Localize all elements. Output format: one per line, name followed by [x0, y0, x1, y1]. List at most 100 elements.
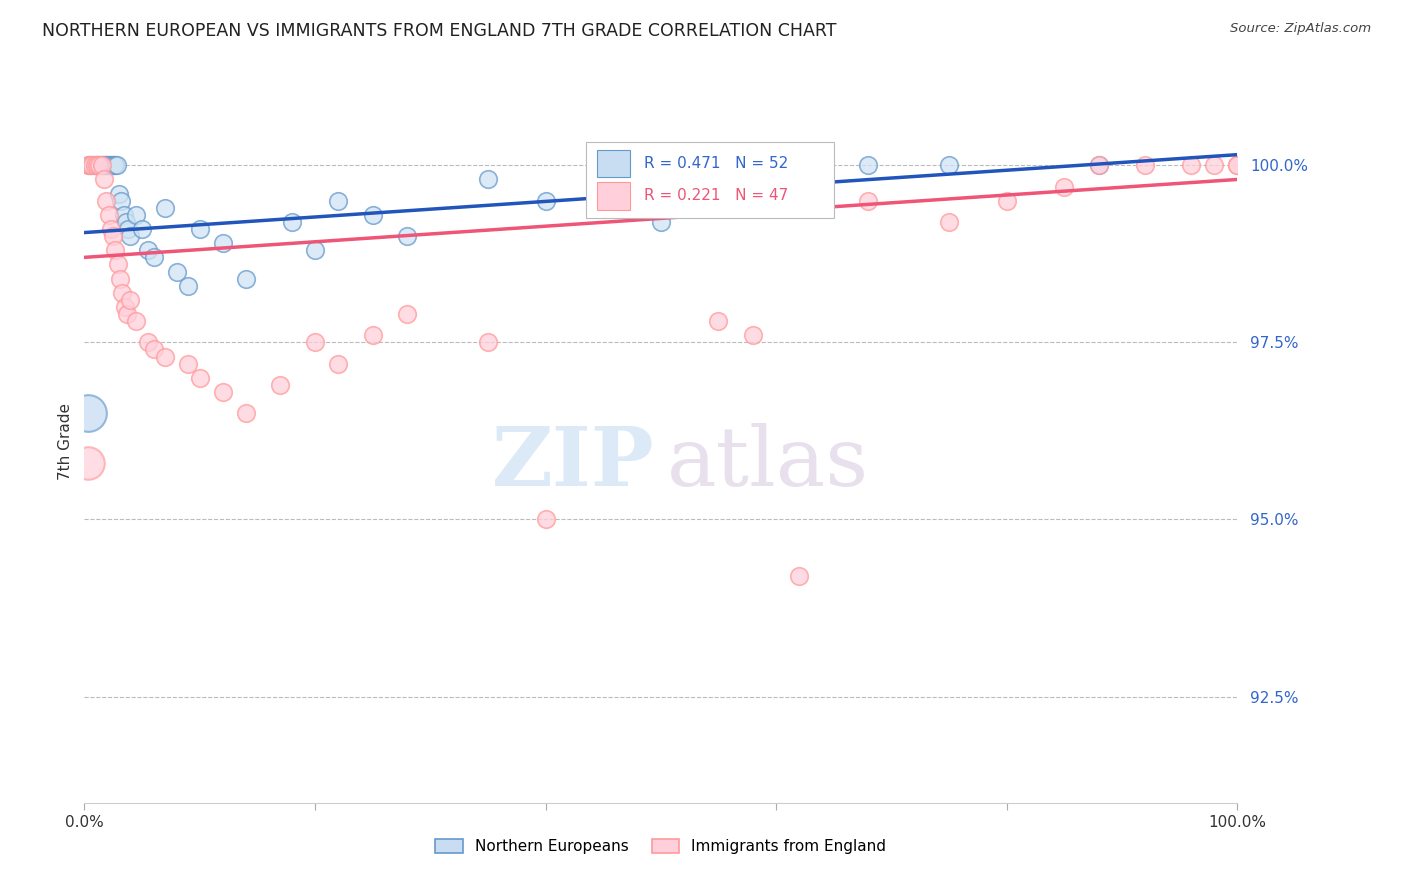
Point: [98, 158, 121, 172]
Point: [938, 158, 960, 172]
Point: [211, 236, 233, 251]
Text: R = 0.221   N = 47: R = 0.221 N = 47: [644, 188, 787, 203]
Text: Source: ZipAtlas.com: Source: ZipAtlas.com: [1230, 22, 1371, 36]
Point: [1088, 158, 1111, 172]
Point: [82, 158, 104, 172]
Point: [188, 371, 211, 385]
Legend: Northern Europeans, Immigrants from England: Northern Europeans, Immigrants from Engl…: [429, 833, 893, 860]
Point: [76, 158, 98, 172]
Point: [235, 406, 257, 420]
Point: [235, 271, 257, 285]
Point: [93, 158, 115, 172]
Point: [304, 335, 326, 350]
Point: [1204, 158, 1226, 172]
Point: [93, 172, 115, 186]
Point: [96, 194, 118, 208]
Point: [1053, 179, 1076, 194]
Point: [742, 328, 765, 343]
Point: [107, 257, 129, 271]
Point: [142, 343, 165, 357]
Point: [120, 229, 142, 244]
Point: [281, 215, 304, 229]
Point: [91, 158, 114, 172]
Point: [304, 244, 326, 258]
Point: [188, 222, 211, 236]
Point: [858, 158, 880, 172]
Point: [166, 264, 188, 278]
Point: [103, 229, 124, 244]
Point: [787, 158, 810, 172]
Point: [1088, 158, 1111, 172]
Point: [153, 201, 176, 215]
Point: [177, 278, 200, 293]
Point: [534, 194, 557, 208]
Point: [326, 357, 349, 371]
Point: [83, 158, 105, 172]
Point: [112, 208, 135, 222]
Point: [142, 251, 165, 265]
Point: [1180, 158, 1202, 172]
FancyBboxPatch shape: [586, 142, 834, 218]
Point: [1226, 158, 1249, 172]
Point: [97, 208, 120, 222]
Point: [120, 293, 142, 307]
Text: NORTHERN EUROPEAN VS IMMIGRANTS FROM ENGLAND 7TH GRADE CORRELATION CHART: NORTHERN EUROPEAN VS IMMIGRANTS FROM ENG…: [42, 22, 837, 40]
Point: [104, 244, 127, 258]
Point: [361, 208, 384, 222]
Point: [77, 158, 100, 172]
FancyBboxPatch shape: [598, 182, 630, 210]
Point: [100, 222, 122, 236]
Point: [477, 172, 499, 186]
Point: [105, 158, 128, 172]
Point: [995, 194, 1018, 208]
Point: [361, 328, 384, 343]
Point: [108, 271, 131, 285]
Point: [114, 300, 136, 314]
Point: [76, 406, 98, 420]
Point: [477, 335, 499, 350]
Point: [707, 158, 730, 172]
Point: [650, 215, 672, 229]
Point: [125, 208, 148, 222]
Point: [211, 384, 233, 399]
Y-axis label: 7th Grade: 7th Grade: [58, 403, 73, 480]
Point: [125, 314, 148, 328]
Point: [84, 158, 107, 172]
Point: [177, 357, 200, 371]
Point: [858, 194, 880, 208]
Point: [79, 158, 101, 172]
Point: [83, 158, 105, 172]
Point: [89, 158, 111, 172]
Point: [80, 158, 103, 172]
Point: [115, 215, 138, 229]
Point: [90, 158, 112, 172]
FancyBboxPatch shape: [598, 150, 630, 178]
Point: [136, 244, 159, 258]
Point: [136, 335, 159, 350]
Point: [104, 158, 127, 172]
Point: [89, 158, 111, 172]
Point: [103, 158, 125, 172]
Point: [269, 377, 291, 392]
Point: [1133, 158, 1156, 172]
Point: [96, 158, 118, 172]
Point: [89, 158, 111, 172]
Text: ZIP: ZIP: [492, 423, 655, 503]
Point: [97, 158, 120, 172]
Point: [101, 158, 124, 172]
Point: [326, 194, 349, 208]
Point: [396, 229, 419, 244]
Point: [115, 307, 138, 321]
Point: [86, 158, 108, 172]
Text: R = 0.471   N = 52: R = 0.471 N = 52: [644, 156, 787, 171]
Text: atlas: atlas: [666, 423, 869, 503]
Point: [90, 158, 112, 172]
Point: [110, 194, 132, 208]
Point: [396, 307, 419, 321]
Point: [742, 158, 765, 172]
Point: [96, 158, 118, 172]
Point: [108, 186, 131, 201]
Point: [86, 158, 108, 172]
Point: [87, 158, 110, 172]
Point: [131, 222, 153, 236]
